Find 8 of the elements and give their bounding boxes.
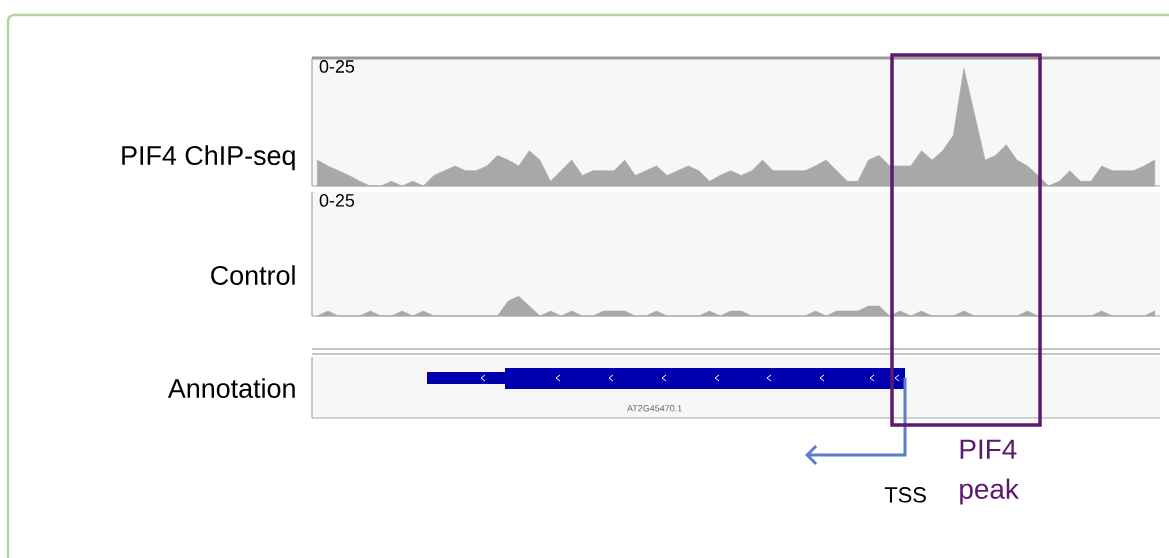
text: PIF4 peak xyxy=(960,439,1019,505)
text: Annotation xyxy=(167,378,295,398)
text: AT2G45470.1 xyxy=(627,405,682,412)
y-axis-title: Control xyxy=(211,265,295,285)
y-axis-title: PIF4 ChIP-seq xyxy=(122,145,295,171)
text: TSS xyxy=(884,487,926,503)
annotation: 0-25 xyxy=(319,60,355,73)
text: 0-25 xyxy=(319,194,355,207)
